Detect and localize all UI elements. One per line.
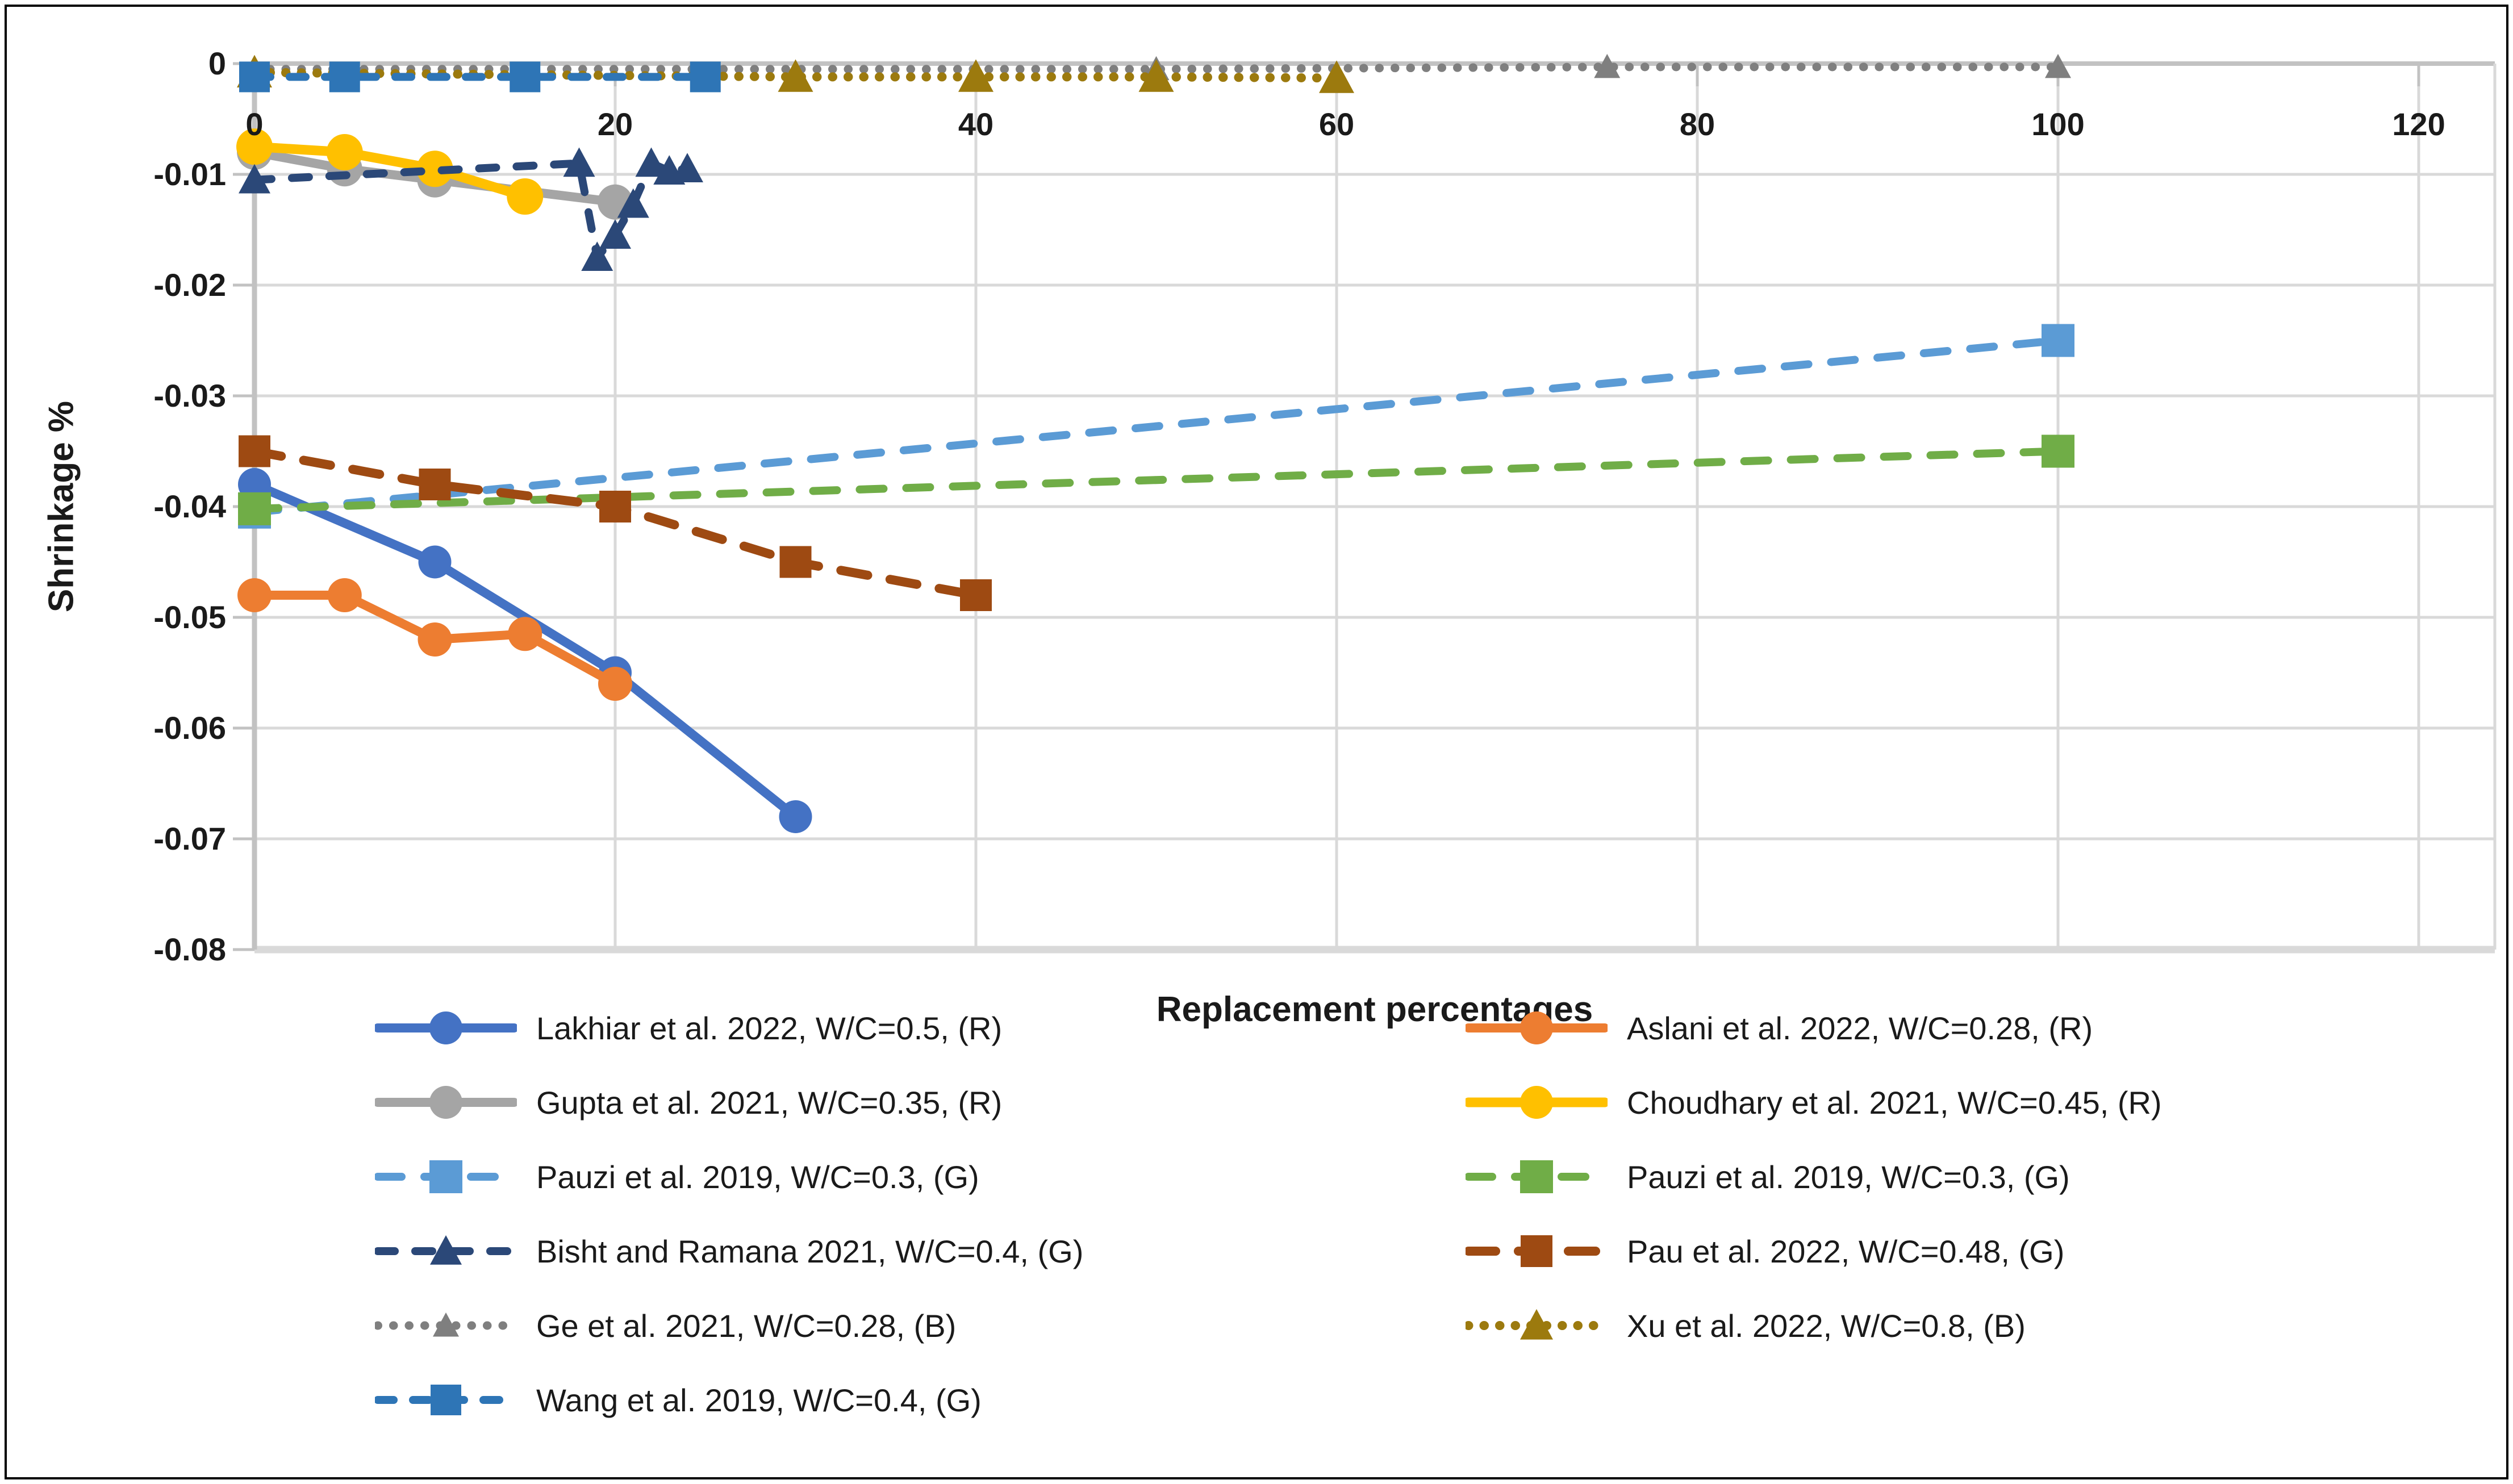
legend-label: Pau et al. 2022, W/C=0.48, (G) xyxy=(1627,1233,2065,1269)
series-marker-triangle xyxy=(617,188,649,218)
series-marker-square xyxy=(329,61,360,93)
series-marker-circle xyxy=(508,617,542,651)
x-axis-title: Replacement percentages xyxy=(1156,990,1593,1029)
legend-marker-solid-circle xyxy=(375,1011,517,1044)
y-tick-label: 0 xyxy=(208,45,226,81)
series-marker-triangle xyxy=(581,241,613,271)
legend-item: Pauzi et al. 2019, W/C=0.3, (G) xyxy=(375,1155,1466,1198)
legend-item: Choudhary et al. 2021, W/C=0.45, (R) xyxy=(1466,1081,2162,1124)
legend-marker-dashed-triangle xyxy=(375,1235,517,1265)
series-marker-square xyxy=(690,61,721,93)
series-marker-circle xyxy=(326,134,363,170)
y-axis-title: Shrinkage % xyxy=(41,400,81,613)
legend-marker-dotted-triangle xyxy=(1466,1309,1608,1340)
x-tick-label: 40 xyxy=(958,106,993,142)
series-marker-circle xyxy=(327,578,362,612)
series-marker-square xyxy=(239,61,270,93)
x-tick-label: 80 xyxy=(1680,106,1715,142)
series-line xyxy=(249,141,530,202)
series-line xyxy=(251,159,691,262)
legend-label: Gupta et al. 2021, W/C=0.35, (R) xyxy=(536,1084,1003,1121)
series-marker-triangle xyxy=(2045,53,2071,78)
legend-item: Gupta et al. 2021, W/C=0.35, (R) xyxy=(375,1081,1466,1124)
legend-marker-dashed-square xyxy=(375,1385,517,1415)
x-tick-label: 20 xyxy=(598,106,633,142)
y-tick-label: -0.07 xyxy=(153,821,226,856)
legend-label: Xu et al. 2022, W/C=0.8, (B) xyxy=(1627,1307,2026,1344)
legend: Lakhiar et al. 2022, W/C=0.5, (R) Aslani … xyxy=(375,1006,2162,1422)
series-marker-circle xyxy=(418,545,452,579)
series-marker-circle xyxy=(779,800,812,833)
x-tick-label: 60 xyxy=(1319,106,1354,142)
series-marker-triangle xyxy=(635,147,667,177)
series-marker-square xyxy=(510,61,541,93)
x-tick-label: 100 xyxy=(2031,106,2084,142)
series-marker-square xyxy=(239,435,270,467)
legend-label: Pauzi et al. 2019, W/C=0.3, (G) xyxy=(1627,1159,2070,1195)
series-marker-square xyxy=(779,546,812,578)
series-marker-triangle xyxy=(599,219,631,249)
y-tick-label: -0.04 xyxy=(153,488,226,524)
series-marker-circle xyxy=(507,178,544,215)
x-tick-label: 120 xyxy=(2392,106,2445,142)
legend-label: Aslani et al. 2022, W/C=0.28, (R) xyxy=(1627,1010,2093,1046)
x-tick-label: 0 xyxy=(245,106,263,142)
series-marker-triangle xyxy=(239,164,270,194)
legend-marker-solid-circle xyxy=(1466,1011,1608,1044)
legend-item: Xu et al. 2022, W/C=0.8, (B) xyxy=(1466,1304,2162,1347)
series-marker-square xyxy=(2042,434,2074,468)
series-marker-triangle xyxy=(1319,60,1354,93)
y-tick-label: -0.05 xyxy=(153,599,226,635)
legend-item: Lakhiar et al. 2022, W/C=0.5, (R) xyxy=(375,1006,1466,1050)
series-marker-triangle xyxy=(778,59,813,92)
legend-label: Ge et al. 2021, W/C=0.28, (B) xyxy=(536,1307,957,1344)
series-marker-circle xyxy=(418,622,452,657)
series-marker-triangle xyxy=(563,147,595,177)
legend-label: Wang et al. 2019, W/C=0.4, (G) xyxy=(536,1382,982,1418)
series-marker-triangle xyxy=(1138,59,1174,92)
series-marker-circle xyxy=(598,667,632,701)
series-marker-triangle xyxy=(671,153,703,183)
series-marker-square xyxy=(419,469,451,500)
y-tick-label: -0.01 xyxy=(153,156,226,192)
series-marker-circle xyxy=(416,151,453,187)
y-tick-label: -0.06 xyxy=(153,710,226,746)
legend-item: Bisht and Ramana 2021, W/C=0.4, (G) xyxy=(375,1230,1466,1273)
series-marker-square xyxy=(960,579,992,611)
series-marker-square xyxy=(599,491,631,522)
series-marker-triangle xyxy=(958,59,993,92)
legend-marker-dashed-square xyxy=(1466,1160,1608,1193)
legend-marker-solid-circle xyxy=(375,1086,517,1119)
y-tick-label: -0.02 xyxy=(153,267,226,303)
series-line xyxy=(251,336,2062,516)
series-line xyxy=(251,447,2062,513)
legend-label: Choudhary et al. 2021, W/C=0.45, (R) xyxy=(1627,1084,2162,1121)
y-tick-label: -0.08 xyxy=(153,931,226,967)
legend-marker-dashed-square xyxy=(1466,1235,1608,1267)
legend-item: Aslani et al. 2022, W/C=0.28, (R) xyxy=(1466,1006,2162,1050)
legend-item: Ge et al. 2021, W/C=0.28, (B) xyxy=(375,1304,1466,1347)
legend-item: Wang et al. 2019, W/C=0.4, (G) xyxy=(375,1378,1466,1422)
series-marker-square xyxy=(2042,324,2074,357)
legend-label: Bisht and Ramana 2021, W/C=0.4, (G) xyxy=(536,1233,1084,1269)
series-marker-circle xyxy=(236,128,273,165)
y-tick-label: -0.03 xyxy=(153,378,226,413)
legend-label: Pauzi et al. 2019, W/C=0.3, (G) xyxy=(536,1159,979,1195)
legend-label: Lakhiar et al. 2022, W/C=0.5, (R) xyxy=(536,1010,1003,1046)
legend-marker-dotted-triangle xyxy=(375,1312,517,1337)
series-marker-triangle xyxy=(1594,53,1621,78)
legend-item: Pauzi et al. 2019, W/C=0.3, (G) xyxy=(1466,1155,2162,1198)
legend-marker-solid-circle xyxy=(1466,1086,1608,1119)
legend-marker-dashed-square xyxy=(375,1160,517,1193)
legend-item: Pau et al. 2022, W/C=0.48, (G) xyxy=(1466,1230,2162,1273)
series-marker-circle xyxy=(237,578,272,612)
series-marker-square xyxy=(238,492,271,525)
